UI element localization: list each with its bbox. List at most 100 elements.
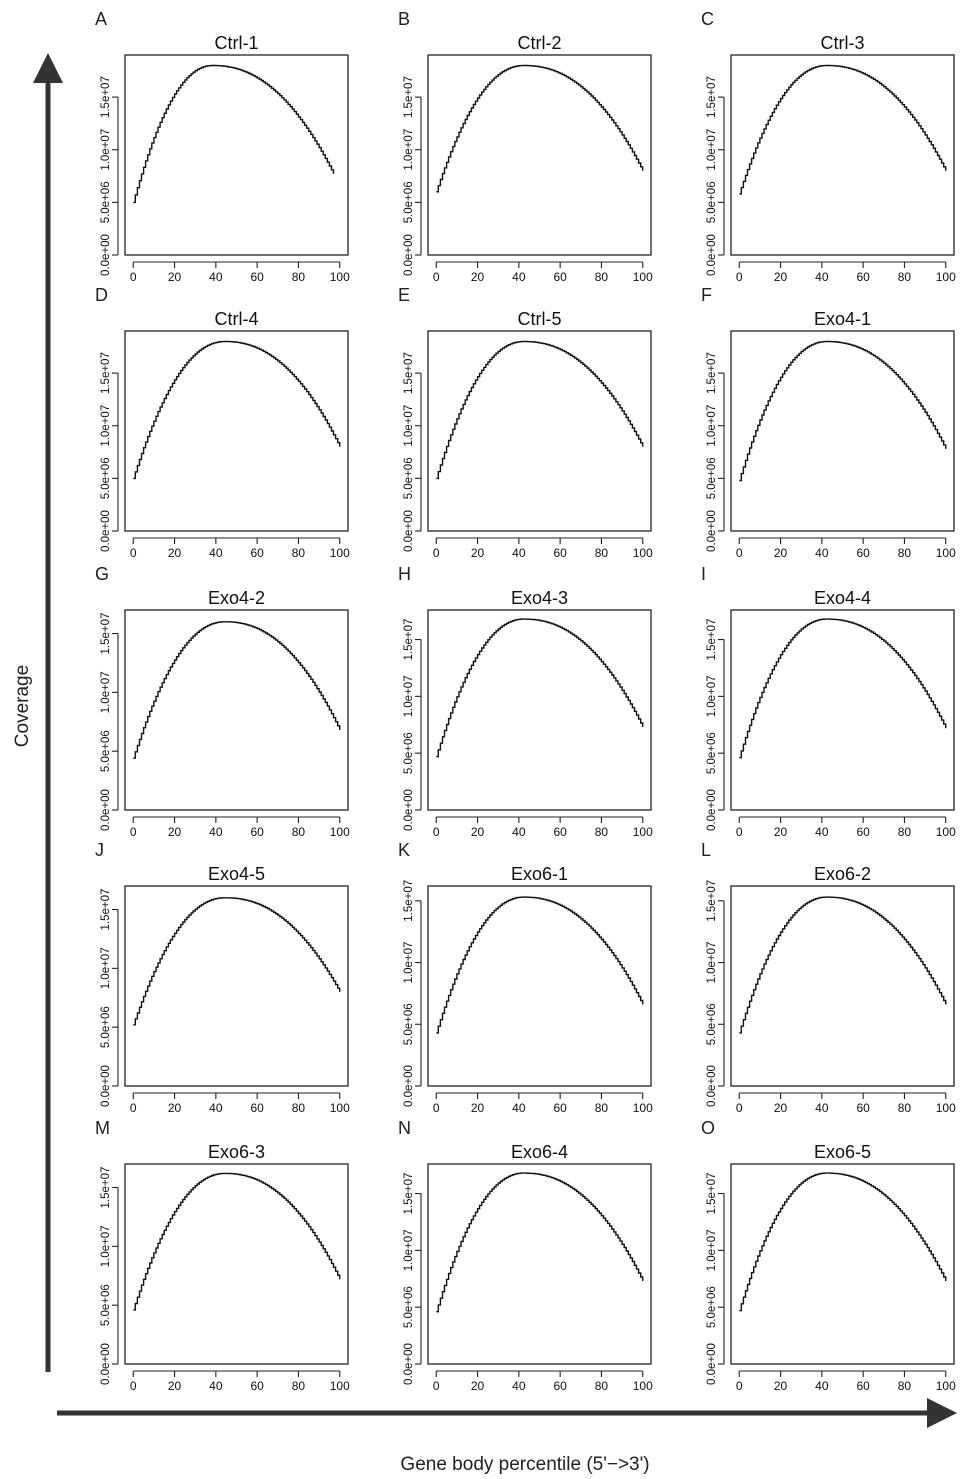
- y-tick-label: 1.0e+07: [706, 129, 718, 171]
- panel-b: B Ctrl-2 0 20 40 60 80 100 0.0e+00 5.0e+06 1.0e+07…: [398, 9, 653, 284]
- x-tick-label: 100: [330, 270, 350, 284]
- panel-title: Ctrl-2: [518, 33, 562, 53]
- x-tick-label: 80: [292, 825, 306, 839]
- x-tick-label: 60: [553, 1101, 567, 1115]
- x-tick-label: 20: [471, 270, 485, 284]
- y-tick-label: 0.0e+00: [706, 789, 718, 831]
- x-tick-label: 100: [936, 825, 956, 839]
- y-tick-label: 1.5e+07: [403, 1173, 415, 1215]
- panel-letter: E: [398, 285, 410, 305]
- panel-k: K Exo6-1 0 20 40 60 80 100 0.0e+00 5.0e+06 1.0e+07…: [398, 840, 653, 1115]
- y-tick-label: 5.0e+06: [100, 730, 112, 772]
- x-tick-label: 100: [633, 825, 653, 839]
- x-tick-label: 20: [168, 270, 182, 284]
- y-tick-label: 5.0e+06: [403, 1003, 415, 1045]
- x-tick-label: 100: [633, 546, 653, 560]
- coverage-line: [133, 897, 341, 1026]
- panel-title: Ctrl-1: [215, 33, 259, 53]
- y-tick-label: 5.0e+06: [706, 457, 718, 499]
- x-tick-label: 0: [130, 825, 137, 839]
- x-tick-label: 100: [936, 1101, 956, 1115]
- plot-frame: [427, 885, 652, 1087]
- coverage-line: [133, 621, 341, 759]
- x-tick-label: 80: [292, 270, 306, 284]
- panel-o: O Exo6-5 0 20 40 60 80 100 0.0e+00 5.0e+06 1.0e+07…: [701, 1118, 956, 1393]
- x-tick-label: 20: [168, 825, 182, 839]
- plot-frame: [427, 54, 652, 256]
- x-tick-label: 60: [856, 546, 870, 560]
- x-tick-label: 100: [936, 270, 956, 284]
- x-tick-label: 40: [209, 825, 223, 839]
- x-tick-label: 80: [595, 546, 609, 560]
- x-tick-label: 60: [250, 1101, 264, 1115]
- y-tick-label: 5.0e+06: [403, 457, 415, 499]
- y-tick-label: 5.0e+06: [403, 181, 415, 223]
- x-tick-label: 80: [292, 1379, 306, 1393]
- x-tick-label: 60: [553, 1379, 567, 1393]
- x-tick-label: 100: [633, 270, 653, 284]
- coverage-line: [739, 618, 947, 759]
- panel-letter: G: [95, 564, 109, 584]
- x-tick-label: 80: [595, 1379, 609, 1393]
- panel-title: Ctrl-3: [821, 33, 865, 53]
- x-tick-label: 80: [595, 270, 609, 284]
- panel-letter: A: [95, 9, 107, 29]
- x-tick-label: 40: [512, 1101, 526, 1115]
- panel-title: Exo6-1: [511, 864, 568, 884]
- x-tick-label: 20: [774, 825, 788, 839]
- x-tick-label: 40: [512, 270, 526, 284]
- y-tick-label: 1.0e+07: [100, 671, 112, 713]
- x-tick-label: 100: [330, 1101, 350, 1115]
- coverage-line: [436, 64, 644, 193]
- plot-frame: [124, 885, 349, 1087]
- x-tick-label: 40: [209, 1379, 223, 1393]
- plot-frame: [427, 1163, 652, 1365]
- y-tick-label: 1.5e+07: [706, 1173, 718, 1215]
- x-tick-label: 80: [898, 825, 912, 839]
- panel-letter: L: [701, 840, 711, 860]
- x-tick-label: 40: [209, 270, 223, 284]
- plot-frame: [427, 609, 652, 811]
- panel-letter: B: [398, 9, 410, 29]
- x-tick-label: 60: [250, 546, 264, 560]
- y-tick-label: 1.5e+07: [100, 352, 112, 394]
- x-tick-label: 60: [250, 270, 264, 284]
- y-tick-label: 0.0e+00: [403, 789, 415, 831]
- plot-frame: [730, 609, 955, 811]
- y-tick-label: 5.0e+06: [706, 1286, 718, 1328]
- panel-title: Exo4-1: [814, 309, 871, 329]
- panel-title: Ctrl-5: [518, 309, 562, 329]
- panel-letter: F: [701, 285, 712, 305]
- y-tick-label: 0.0e+00: [706, 510, 718, 552]
- y-tick-label: 1.5e+07: [706, 76, 718, 118]
- coverage-line: [436, 340, 644, 480]
- y-tick-label: 1.5e+07: [403, 76, 415, 118]
- y-tick-label: 1.5e+07: [100, 613, 112, 655]
- panel-j: J Exo4-5 0 20 40 60 80 100 0.0e+00 5.0e+06 1.0e+07…: [95, 840, 350, 1115]
- y-tick-label: 0.0e+00: [706, 1065, 718, 1107]
- y-tick-label: 1.0e+07: [100, 947, 112, 989]
- panel-letter: K: [398, 840, 410, 860]
- x-tick-label: 40: [815, 825, 829, 839]
- x-tick-label: 100: [330, 546, 350, 560]
- panel-l: L Exo6-2 0 20 40 60 80 100 0.0e+00 5.0e+06 1.0e+07…: [701, 840, 956, 1115]
- y-tick-label: 1.0e+07: [100, 1225, 112, 1267]
- x-tick-label: 80: [292, 546, 306, 560]
- x-tick-label: 100: [633, 1379, 653, 1393]
- panel-title: Ctrl-4: [215, 309, 259, 329]
- x-tick-label: 20: [471, 1101, 485, 1115]
- coverage-line: [436, 1172, 644, 1313]
- y-tick-label: 1.5e+07: [403, 619, 415, 661]
- x-tick-label: 0: [130, 546, 137, 560]
- x-tick-label: 20: [471, 1379, 485, 1393]
- coverage-line: [133, 64, 335, 204]
- x-tick-label: 0: [130, 1379, 137, 1393]
- y-tick-label: 1.0e+07: [403, 675, 415, 717]
- x-tick-label: 100: [330, 825, 350, 839]
- x-tick-label: 40: [815, 546, 829, 560]
- y-tick-label: 0.0e+00: [100, 789, 112, 831]
- figure-axes: Coverage Gene body percentile (5'−>3'): [12, 53, 957, 1475]
- x-tick-label: 0: [433, 825, 440, 839]
- x-tick-label: 0: [433, 1101, 440, 1115]
- panel-grid: A Ctrl-1 0 20 40 60 80 100 0.0e+00 5.0e+06 1.0e+07…: [95, 9, 956, 1393]
